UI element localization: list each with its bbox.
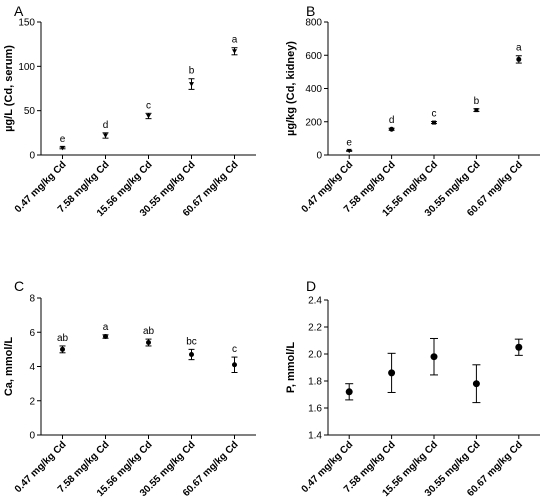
significance-letter: d: [389, 115, 395, 126]
significance-letter: a: [103, 322, 109, 333]
y-tick-label: 1.4: [308, 431, 322, 442]
data-point: [146, 113, 151, 119]
significance-letter: bc: [186, 336, 197, 347]
y-tick-label: 0: [29, 151, 35, 162]
y-tick-label: 8: [29, 294, 35, 305]
data-point: [146, 340, 151, 346]
y-tick-label: 2.4: [308, 296, 322, 307]
data-point: [515, 343, 523, 351]
y-tick-label: 400: [305, 84, 322, 95]
y-tick-label: 2.0: [308, 350, 322, 361]
y-axis-title: µg/L (Cd, serum): [3, 45, 15, 132]
y-tick-label: 2.2: [308, 323, 322, 334]
y-tick-label: 150: [18, 18, 35, 29]
panel-letter: C: [14, 278, 24, 294]
y-tick-label: 1.8: [308, 377, 322, 388]
data-point: [516, 56, 522, 62]
significance-letter: ab: [143, 326, 155, 337]
y-tick-label: 4: [29, 362, 35, 373]
data-point: [189, 82, 194, 87]
data-point: [189, 352, 194, 358]
data-point: [472, 380, 480, 388]
data-point: [60, 346, 65, 352]
y-tick-label: 100: [18, 62, 35, 73]
y-tick-label: 600: [305, 51, 322, 62]
significance-letter: a: [232, 35, 238, 46]
y-tick-label: 0: [29, 431, 35, 442]
data-point: [60, 145, 65, 151]
data-point: [474, 108, 479, 113]
data-point: [103, 133, 108, 138]
significance-letter: e: [60, 134, 66, 145]
y-tick-label: 2: [29, 396, 35, 407]
significance-letter: b: [189, 66, 195, 77]
significance-letter: b: [474, 96, 480, 107]
y-tick-label: 6: [29, 328, 35, 339]
panel-letter: A: [14, 3, 24, 19]
significance-letter: c: [432, 109, 437, 120]
y-axis-title: Ca, mmol/L: [3, 337, 15, 397]
data-point: [232, 362, 237, 368]
y-tick-label: 50: [24, 106, 36, 117]
y-tick-label: 200: [305, 117, 322, 128]
y-tick-label: 0: [316, 151, 322, 162]
data-point: [430, 353, 438, 361]
data-point: [345, 388, 353, 396]
panel-letter: D: [306, 278, 316, 294]
significance-letter: c: [232, 344, 237, 355]
significance-letter: d: [103, 120, 109, 131]
chart-panel-d: D1.41.61.82.02.22.40.47 mg/kg Cd7.58 mg/…: [285, 278, 540, 499]
significance-letter: e: [346, 137, 352, 148]
y-tick-label: 800: [305, 18, 322, 29]
y-axis-title: µg/kg (Cd, kidney): [285, 41, 297, 136]
data-point: [388, 369, 396, 377]
panel-letter: B: [306, 3, 315, 19]
y-tick-label: 1.6: [308, 404, 322, 415]
y-axis-title: P, mmol/L: [285, 342, 297, 393]
significance-letter: a: [516, 43, 522, 54]
data-point: [389, 126, 395, 132]
significance-letter: c: [146, 100, 151, 111]
data-point: [432, 120, 436, 125]
significance-letter: ab: [57, 333, 69, 344]
data-point: [232, 49, 237, 54]
data-point: [103, 334, 108, 340]
data-point: [346, 148, 352, 154]
